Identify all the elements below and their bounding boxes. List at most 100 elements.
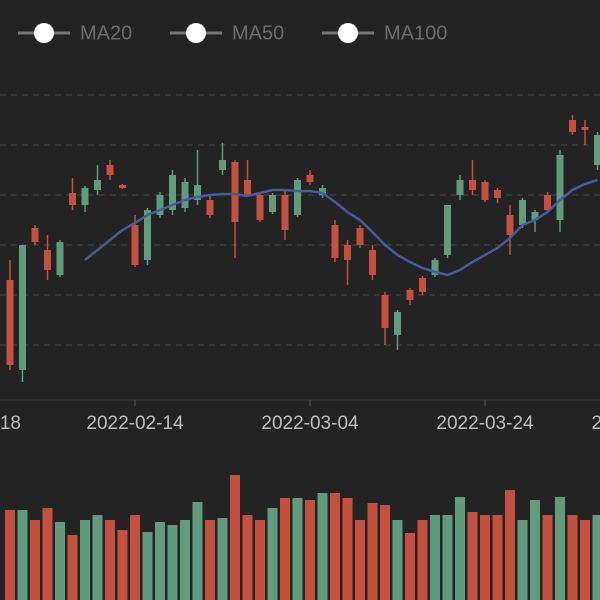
volume-bar [267, 508, 278, 600]
candle-body [81, 188, 89, 205]
candle-body [106, 165, 114, 175]
candle-body [144, 210, 151, 260]
volume-bar [330, 493, 340, 600]
candle-body [581, 127, 589, 130]
legend-marker [338, 23, 358, 43]
candle-body [194, 185, 201, 200]
volume-bar [555, 497, 565, 600]
volume-bar [17, 510, 28, 600]
candle-body [69, 193, 76, 205]
volume-bar [342, 498, 353, 600]
candle-body [569, 120, 576, 132]
volume-bar [592, 515, 600, 600]
legend-item: MA100 [322, 22, 447, 44]
candle-body [219, 160, 226, 170]
candle-body [256, 195, 264, 220]
x-tick-label: 2 [592, 413, 600, 434]
candle-body [19, 245, 26, 370]
volume-bar [167, 525, 178, 600]
candle-body [469, 180, 476, 190]
candle-body [56, 242, 64, 275]
ma-line [84, 178, 598, 277]
volume-bar [242, 515, 253, 600]
candle-body [481, 182, 489, 200]
candle-body [544, 195, 551, 210]
volume-bar [317, 493, 328, 600]
candle-body [181, 182, 189, 208]
candle-body [369, 250, 376, 275]
volume-bar [217, 518, 228, 600]
candle-body [231, 162, 239, 222]
volume-bar [355, 520, 365, 600]
candle-body [6, 280, 14, 365]
volume-bar [80, 520, 90, 600]
candle-body [44, 250, 51, 270]
candle-body [444, 205, 451, 255]
legend-marker [186, 23, 206, 43]
candle-body [394, 312, 401, 335]
candle-body [506, 215, 514, 235]
volume-bar [42, 508, 53, 600]
volume-bar [205, 520, 215, 600]
candle-body [294, 180, 301, 215]
candle-body [419, 278, 426, 292]
candle-body [456, 180, 464, 195]
candle-body [331, 225, 339, 258]
volume-bar [517, 520, 528, 600]
volume-bar [567, 515, 578, 600]
volume-bar [530, 500, 540, 600]
volume-bar [405, 533, 415, 600]
legend-label: MA100 [384, 22, 447, 44]
candle-body [356, 228, 364, 245]
candle-body [531, 212, 539, 220]
volume-bar [230, 475, 240, 600]
volume-bar [455, 497, 465, 600]
volume-bar [180, 520, 190, 600]
volume-bar [430, 515, 440, 600]
x-tick-label: 18 [0, 413, 21, 434]
candle-body [169, 175, 176, 210]
volume-bar [542, 515, 553, 600]
volume-bar [492, 515, 503, 600]
volume-bar [55, 522, 65, 600]
volume-bar [5, 510, 15, 600]
candle-body [519, 200, 526, 225]
volume-bar [67, 535, 78, 600]
candle-body [281, 195, 289, 230]
x-tick-label: 2022-03-04 [261, 413, 359, 434]
x-tick-label: 2022-03-24 [436, 413, 534, 434]
volume-bar [280, 498, 290, 600]
volume-bar [305, 500, 315, 600]
candle-body [594, 135, 600, 165]
candle-body [156, 195, 164, 215]
volume-bar [380, 505, 390, 600]
volume-bar [367, 503, 378, 600]
candle-body [306, 175, 314, 182]
legend-label: MA20 [80, 22, 132, 44]
volume-bar [467, 512, 478, 600]
volume-bar [155, 522, 165, 600]
volume-bar [130, 515, 140, 600]
legend-item: MA50 [170, 22, 284, 44]
legend-marker [34, 23, 54, 43]
candle-body [269, 195, 276, 212]
volume-bar [480, 515, 490, 600]
candle-body [381, 295, 389, 328]
volume-bar [192, 502, 203, 600]
legend-label: MA50 [232, 22, 284, 44]
candle-body [119, 185, 126, 188]
volume-bar [417, 520, 428, 600]
candle-body [244, 180, 251, 195]
candle-body [131, 225, 139, 265]
volume-bar [30, 520, 40, 600]
volume-bar [505, 490, 515, 600]
volume-bar [105, 520, 115, 600]
volume-bar [117, 530, 128, 600]
volume-bar [142, 532, 153, 600]
candle-body [431, 260, 439, 275]
candle-body [494, 190, 501, 198]
candle-body [206, 200, 214, 215]
legend-item: MA20 [18, 22, 132, 44]
candle-body [31, 228, 39, 242]
